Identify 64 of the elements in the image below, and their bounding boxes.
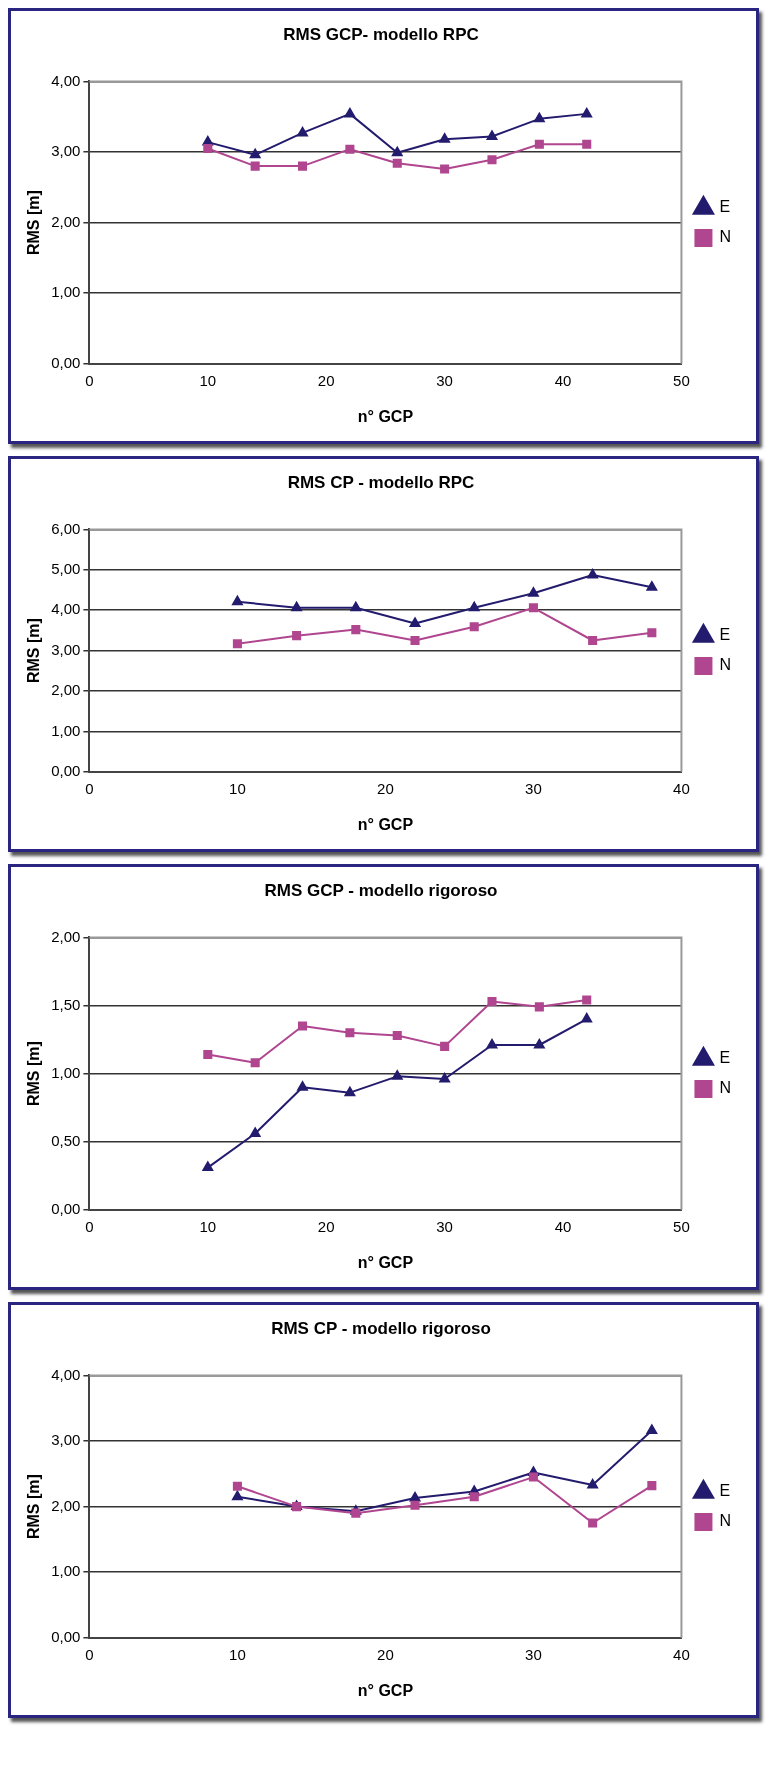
x-axis-title: n° GCP xyxy=(357,1253,414,1271)
legend-label: E xyxy=(719,626,731,644)
y-axis-title: RMS [m] xyxy=(25,618,43,684)
x-tick-label: 10 xyxy=(229,779,246,797)
legend-label: N xyxy=(719,1512,732,1530)
x-tick-label: 20 xyxy=(377,1645,394,1663)
y-tick-label: 1,50 xyxy=(51,995,81,1013)
y-tick-label: 0,00 xyxy=(51,761,81,779)
y-tick-label: 2,00 xyxy=(51,212,81,230)
y-tick-label: 0,50 xyxy=(51,1131,81,1149)
chart-title: RMS CP - modello rigoroso xyxy=(271,1318,491,1338)
chart-title: RMS GCP- modello RPC xyxy=(283,24,479,44)
legend-label: N xyxy=(719,228,732,246)
x-tick-label: 30 xyxy=(436,1217,453,1235)
y-tick-label: 4,00 xyxy=(51,600,81,618)
y-axis-title: RMS [m] xyxy=(25,190,43,256)
x-tick-label: 40 xyxy=(554,371,572,389)
x-tick-label: 20 xyxy=(377,779,394,797)
y-tick-label: 6,00 xyxy=(51,519,81,537)
y-tick-label: 3,00 xyxy=(51,640,81,658)
x-tick-label: 10 xyxy=(199,1217,217,1235)
x-tick-label: 10 xyxy=(199,371,217,389)
legend-label: E xyxy=(719,1482,731,1500)
y-tick-label: 2,00 xyxy=(51,1496,81,1514)
y-axis-title: RMS [m] xyxy=(25,1474,43,1540)
x-tick-label: 50 xyxy=(673,371,690,389)
y-tick-label: 1,00 xyxy=(51,1562,81,1580)
x-tick-label: 40 xyxy=(673,1645,690,1663)
x-tick-label: 30 xyxy=(525,779,542,797)
x-axis-title: n° GCP xyxy=(357,1681,414,1699)
x-tick-label: 20 xyxy=(317,1217,335,1235)
legend-label: E xyxy=(719,198,731,216)
y-tick-label: 0,00 xyxy=(51,353,81,371)
y-tick-label: 2,00 xyxy=(51,681,81,699)
y-tick-label: 1,00 xyxy=(51,1063,81,1081)
x-axis-title: n° GCP xyxy=(357,407,414,425)
y-tick-label: 4,00 xyxy=(51,71,81,89)
legend-label: E xyxy=(719,1049,731,1067)
x-tick-label: 0 xyxy=(85,779,94,797)
y-tick-label: 3,00 xyxy=(51,142,81,160)
y-tick-label: 2,00 xyxy=(51,927,81,945)
x-tick-label: 0 xyxy=(85,1217,94,1235)
x-tick-label: 30 xyxy=(436,371,453,389)
y-tick-label: 0,00 xyxy=(51,1199,81,1217)
y-axis-title: RMS [m] xyxy=(25,1041,43,1107)
x-tick-label: 30 xyxy=(525,1645,542,1663)
y-tick-label: 0,00 xyxy=(51,1627,81,1645)
x-tick-label: 0 xyxy=(85,1645,94,1663)
x-tick-label: 10 xyxy=(229,1645,246,1663)
x-tick-label: 0 xyxy=(85,371,94,389)
x-tick-label: 40 xyxy=(673,779,690,797)
chart-title: RMS GCP - modello rigoroso xyxy=(264,880,498,900)
x-tick-label: 40 xyxy=(554,1217,572,1235)
legend-label: N xyxy=(719,1079,732,1097)
x-tick-label: 50 xyxy=(673,1217,690,1235)
x-tick-label: 20 xyxy=(317,371,335,389)
y-tick-label: 5,00 xyxy=(51,559,81,577)
y-tick-label: 1,00 xyxy=(51,721,81,739)
x-axis-title: n° GCP xyxy=(357,815,414,833)
legend-label: N xyxy=(719,656,732,674)
chart-title: RMS CP - modello RPC xyxy=(287,472,475,492)
y-tick-label: 3,00 xyxy=(51,1431,81,1449)
y-tick-label: 4,00 xyxy=(51,1365,81,1383)
y-tick-label: 1,00 xyxy=(51,283,81,301)
